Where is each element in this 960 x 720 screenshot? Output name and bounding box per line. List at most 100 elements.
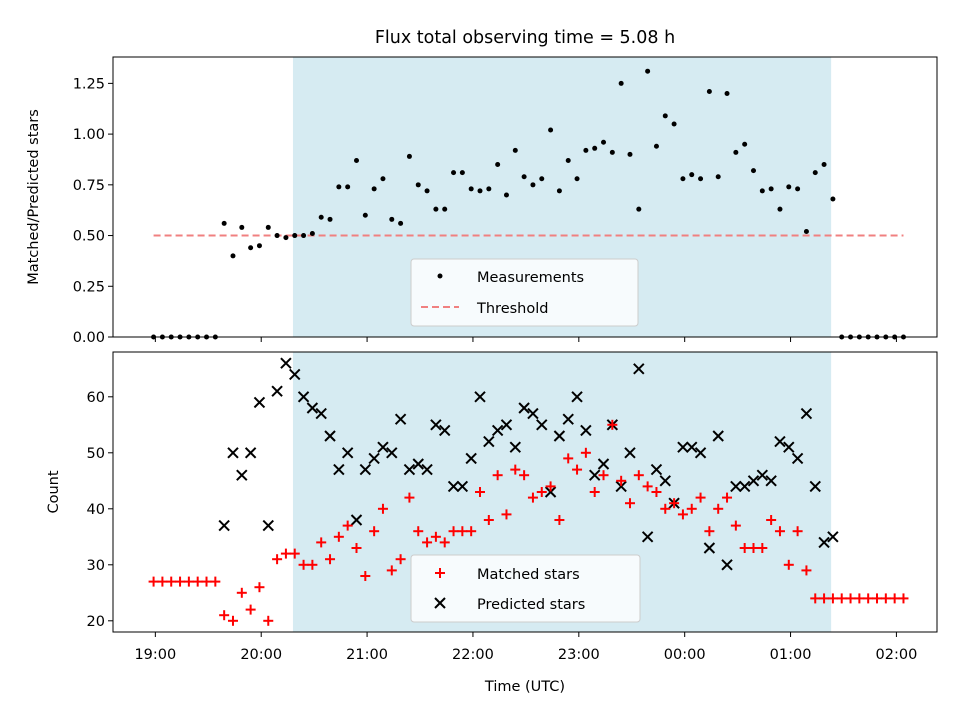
y-tick-label: 0.75 (73, 178, 105, 194)
matched-star-point (333, 531, 344, 542)
matched-star-point (536, 487, 547, 497)
measurement-point (715, 174, 721, 180)
bottom-legend: Matched stars Predicted stars (410, 554, 641, 623)
matched-star-point (651, 487, 662, 497)
predicted-star-point (306, 402, 319, 414)
matched-star-point (545, 481, 556, 492)
matched-star-point (395, 554, 406, 565)
predicted-star-point (800, 407, 813, 420)
x-tick-label: 21:00 (346, 647, 388, 663)
predicted-star-point (536, 419, 548, 431)
measurement-point (336, 184, 342, 190)
matched-star-point (792, 526, 803, 537)
legend-measurements-marker (437, 273, 443, 279)
matched-star-point (298, 559, 309, 570)
legend-predicted-label: Predicted stars (477, 597, 585, 613)
matched-star-point (863, 593, 874, 604)
matched-star-point (342, 520, 353, 531)
matched-star-point (527, 492, 538, 503)
matched-star-point (801, 565, 812, 576)
y-tick-label: 0.50 (73, 229, 105, 245)
measurement-point (424, 188, 430, 194)
measurement-point (309, 231, 315, 237)
measurement-point (574, 176, 580, 182)
measurement-point (724, 91, 730, 97)
predicted-star-point (271, 385, 283, 397)
predicted-star-point (580, 424, 592, 437)
top-plot-frame (112, 56, 938, 338)
matched-star-point (580, 447, 591, 458)
predicted-star-point (721, 559, 733, 571)
predicted-star-point (553, 430, 566, 442)
predicted-star-point (756, 469, 769, 481)
y-tick-label: 1.00 (73, 127, 105, 143)
x-tick-label: 02:00 (876, 647, 918, 663)
matched-star-point (739, 543, 750, 553)
measurement-point (698, 176, 704, 182)
matched-star-point (413, 526, 424, 537)
predicted-star-point (641, 531, 654, 543)
predicted-star-point (597, 458, 610, 470)
measurement-point (415, 182, 421, 188)
matched-star-point (245, 604, 256, 615)
predicted-star-point (430, 419, 442, 431)
matched-star-point (501, 509, 512, 520)
matched-star-point (386, 565, 397, 576)
matched-star-point (757, 543, 768, 553)
predicted-star-point (474, 391, 486, 403)
measurement-point (803, 228, 809, 234)
matched-star-point (351, 543, 362, 553)
matched-star-point (272, 554, 283, 565)
matched-star-point (219, 610, 230, 621)
matched-star-point (148, 576, 159, 587)
measurement-point (301, 233, 307, 239)
measurement-point (239, 224, 245, 230)
predicted-star-point (456, 480, 469, 493)
predicted-star-point (262, 519, 274, 532)
predicted-star-point (818, 536, 830, 549)
measurement-point (795, 186, 801, 192)
matched-star-point (854, 593, 865, 604)
predicted-star-point (571, 391, 583, 403)
x-tick-label: 00:00 (664, 647, 706, 663)
measurement-point (380, 176, 386, 182)
measurement-point (265, 224, 271, 230)
y-tick-label: 40 (87, 502, 105, 518)
matched-star-point (475, 487, 486, 497)
top-y-axis: 0.00 0.25 0.50 0.75 1.00 1.25 (73, 76, 113, 346)
predicted-star-point (403, 463, 416, 476)
matched-star-point (492, 470, 503, 481)
measurement-point (759, 188, 765, 194)
measurement-point (292, 233, 298, 239)
matched-star-point (898, 593, 909, 604)
x-tick-label: 23:00 (558, 647, 600, 663)
predicted-star-point (694, 447, 707, 459)
predicted-star-point (341, 447, 354, 459)
matched-star-point (369, 526, 380, 537)
predicted-star-point (350, 514, 363, 526)
predicted-star-point (315, 407, 327, 420)
matched-star-point (616, 475, 627, 486)
measurement-point (486, 186, 492, 192)
measurement-point (318, 214, 324, 220)
predicted-star-point (227, 447, 239, 459)
predicted-star-point (677, 441, 689, 453)
matched-star-point (448, 526, 459, 537)
measurement-point (742, 141, 748, 147)
chart-title: Flux total observing time = 5.08 h (375, 28, 675, 48)
measurement-point (477, 188, 483, 194)
top-y-axis-label: Matched/Predicted stars (26, 109, 42, 285)
predicted-star-point (377, 441, 389, 453)
matched-star-point (572, 464, 583, 475)
predicted-star-point (809, 480, 821, 493)
y-tick-label: 0.25 (73, 279, 105, 295)
legend-measurements-label: Measurements (477, 270, 584, 286)
matched-star-point (598, 470, 609, 481)
measurement-point (768, 186, 774, 192)
matched-star-point (660, 503, 671, 514)
matched-star-point (430, 531, 441, 542)
y-tick-label: 30 (87, 558, 105, 574)
matched-star-point (695, 492, 706, 503)
matched-star-point (422, 537, 433, 548)
matched-star-point (404, 492, 415, 503)
